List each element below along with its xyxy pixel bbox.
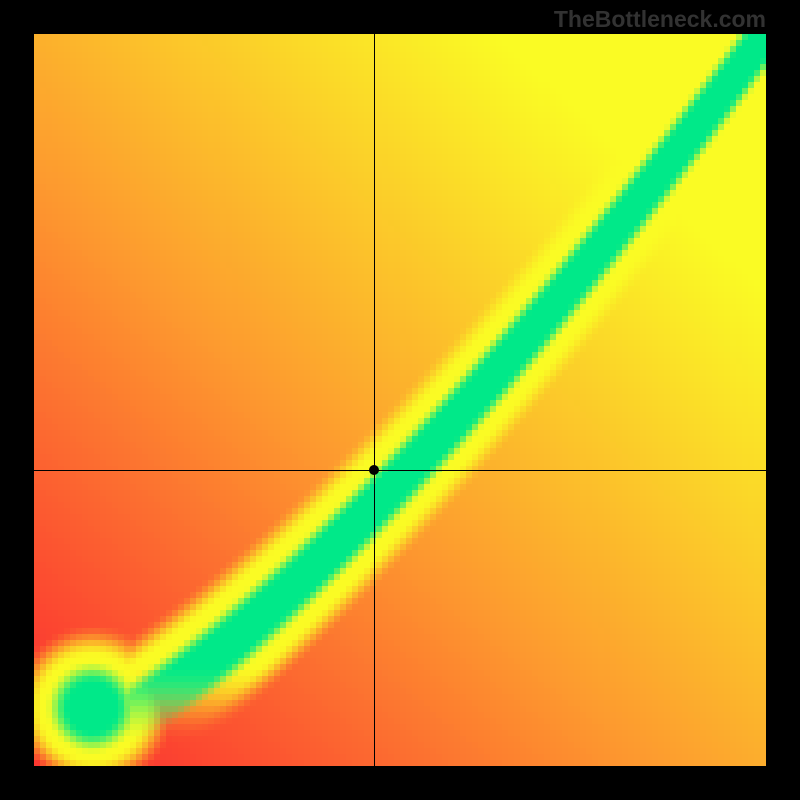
heatmap-plot bbox=[34, 34, 766, 766]
watermark-text: TheBottleneck.com bbox=[554, 6, 766, 33]
data-point-marker bbox=[369, 465, 379, 475]
crosshair-horizontal bbox=[34, 470, 766, 471]
heatmap-canvas bbox=[34, 34, 766, 766]
chart-frame: TheBottleneck.com bbox=[0, 0, 800, 800]
crosshair-vertical bbox=[374, 34, 375, 766]
